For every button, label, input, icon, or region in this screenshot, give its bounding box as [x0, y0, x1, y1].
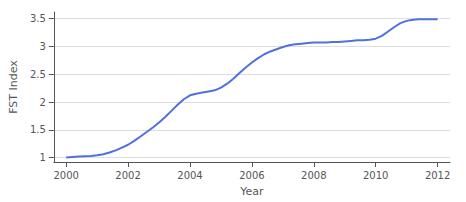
- svg-text:2008: 2008: [301, 170, 326, 181]
- svg-text:FST Index: FST Index: [7, 60, 20, 114]
- svg-text:2: 2: [39, 97, 45, 108]
- svg-text:2.5: 2.5: [30, 69, 46, 80]
- svg-text:Year: Year: [239, 185, 264, 198]
- svg-text:2002: 2002: [115, 170, 140, 181]
- svg-text:1.5: 1.5: [30, 124, 46, 135]
- svg-text:2004: 2004: [177, 170, 202, 181]
- svg-text:2006: 2006: [239, 170, 264, 181]
- svg-text:3: 3: [39, 41, 45, 52]
- svg-text:3.5: 3.5: [30, 13, 46, 24]
- svg-text:2000: 2000: [53, 170, 78, 181]
- svg-text:2010: 2010: [363, 170, 388, 181]
- svg-text:2012: 2012: [425, 170, 450, 181]
- svg-text:1: 1: [39, 152, 45, 163]
